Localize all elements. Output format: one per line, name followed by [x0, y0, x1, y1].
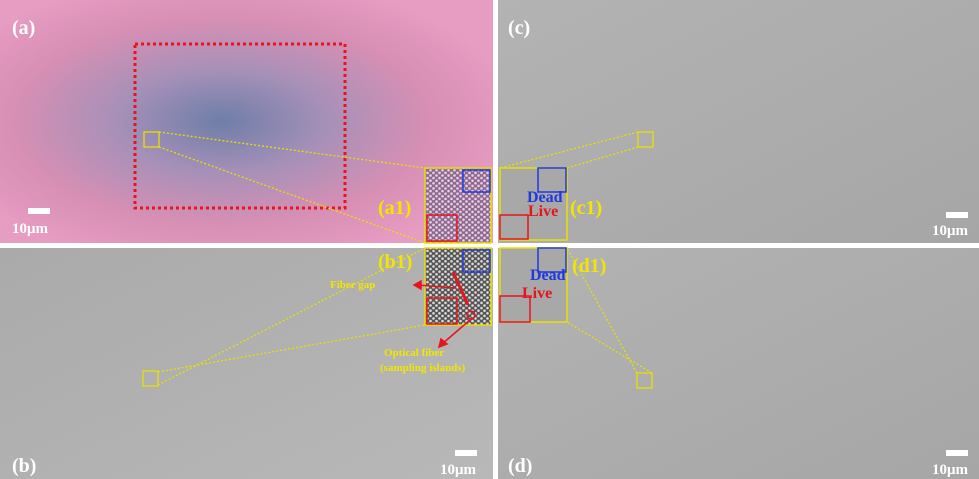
annotation: Fiber gap	[330, 279, 375, 291]
scale-label: 10μm	[932, 223, 969, 239]
panel-label: (c)	[508, 17, 530, 39]
scale-label: 10μm	[12, 221, 49, 237]
live-label: Live	[528, 203, 558, 220]
scale-label: 10μm	[932, 462, 969, 478]
annotation: Optical fiber	[384, 347, 444, 359]
panel-d	[498, 248, 979, 479]
live-label: Live	[522, 285, 552, 302]
inset-label: (c1)	[570, 197, 602, 219]
figure: (a) (b) (c) (d) 10μm 10μm 10μm 10μm (a1)…	[0, 0, 979, 479]
panel-label: (d)	[508, 455, 532, 477]
inset-label: (b1)	[378, 251, 412, 273]
panel-label: (b)	[12, 455, 36, 477]
inset-label: (d1)	[572, 255, 606, 277]
dead-label: Dead	[530, 267, 566, 284]
panel-label: (a)	[12, 17, 35, 39]
panel-a	[0, 0, 493, 243]
annotation: (sampling islands)	[380, 362, 466, 374]
scale-label: 10μm	[440, 462, 477, 478]
inset-label: (a1)	[378, 197, 411, 219]
